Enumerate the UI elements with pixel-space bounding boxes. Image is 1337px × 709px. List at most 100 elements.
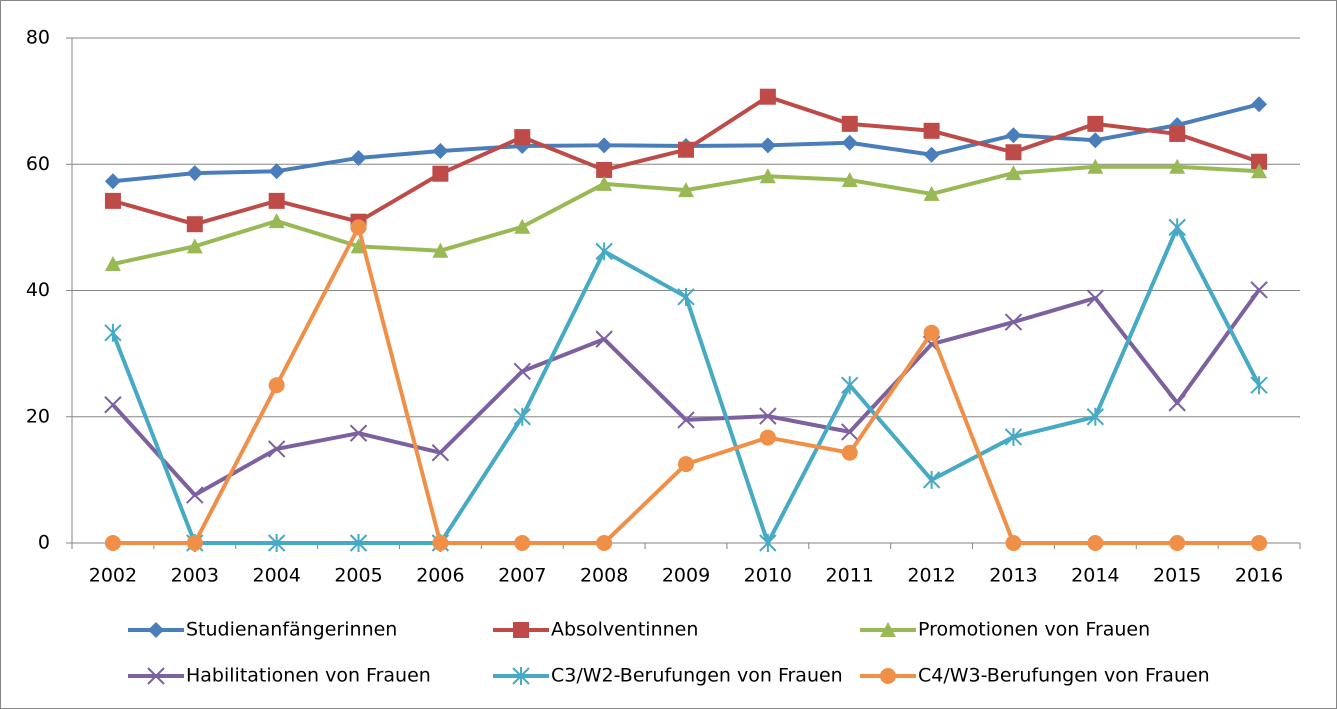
marker [514,218,531,234]
y-tick-label: 80 [26,27,50,49]
legend-label: Promotionen von Frauen [918,619,1150,641]
marker [1250,376,1268,395]
marker [841,134,858,151]
marker [596,175,613,191]
marker [841,444,858,461]
x-tick-label: 2009 [662,565,710,587]
marker [186,165,203,182]
marker [841,423,859,441]
marker [759,137,776,154]
marker [841,115,858,132]
x-tick-label: 2008 [580,565,628,587]
marker [1251,535,1268,551]
legend-marker [880,668,896,684]
x-tick-label: 2005 [334,565,382,587]
legend-marker [148,622,164,638]
legend-marker [147,667,165,685]
legend-marker [512,667,530,685]
marker [759,407,777,425]
y-tick-label: 0 [38,532,50,554]
marker [595,330,613,348]
marker [1087,115,1104,132]
marker [432,165,449,182]
marker [678,141,694,158]
marker [1250,281,1268,299]
marker [1169,125,1186,142]
marker [1087,132,1104,149]
marker [759,168,776,184]
marker [1251,163,1268,179]
marker [1086,289,1105,307]
marker [596,161,613,178]
marker [350,149,367,166]
marker [513,362,531,381]
marker [268,192,285,209]
marker [186,216,203,233]
marker [513,407,531,426]
x-tick-label: 2006 [416,565,464,587]
marker [1005,535,1022,551]
marker [922,470,941,489]
legend-label: C4/W3-Berufungen von Frauen [918,665,1210,687]
marker [1169,158,1186,174]
marker [923,185,940,201]
marker [923,146,940,163]
x-tick-label: 2016 [1235,565,1283,587]
marker [678,456,694,473]
marker [350,219,367,236]
marker [268,213,285,229]
marker [1005,165,1022,181]
x-tick-label: 2012 [907,565,955,587]
marker [432,142,449,159]
marker [677,287,695,306]
y-tick-label: 20 [26,405,50,427]
marker [1005,127,1022,144]
x-tick-label: 2014 [1071,565,1119,587]
marker [841,172,858,188]
marker [1168,394,1186,412]
x-tick-label: 2011 [826,565,874,587]
marker [678,182,694,198]
marker [1168,218,1186,237]
x-tick-label: 2003 [171,565,219,587]
x-tick-label: 2010 [744,565,792,587]
marker [595,242,613,261]
marker [267,534,286,552]
y-tick-label: 60 [26,153,50,175]
marker [1251,153,1268,170]
marker [104,173,121,190]
legend-label: C3/W2-Berufungen von Frauen [551,665,843,687]
x-tick-label: 2007 [498,565,546,587]
y-tick-label: 40 [26,279,50,301]
marker [841,376,859,395]
marker [104,255,121,271]
marker [268,377,285,394]
marker [596,137,613,154]
marker [759,534,777,552]
marker [923,122,940,139]
marker [267,440,286,458]
marker [431,444,450,462]
marker [1086,407,1105,426]
marker [186,535,203,551]
marker [677,411,695,429]
marker [514,535,531,551]
marker [1005,144,1022,161]
marker [1087,158,1104,174]
legend-marker [880,622,896,637]
marker [432,242,449,258]
marker [186,486,204,504]
legend-marker [513,622,529,638]
marker [349,534,368,552]
marker [104,396,122,414]
marker [186,238,203,254]
marker [432,535,449,551]
x-tick-label: 2015 [1153,565,1201,587]
marker [268,163,285,180]
x-tick-label: 2004 [252,565,300,587]
legend-label: Absolventinnen [551,619,698,641]
marker [1169,535,1186,551]
legend-label: Studienanfängerinnen [186,619,397,641]
